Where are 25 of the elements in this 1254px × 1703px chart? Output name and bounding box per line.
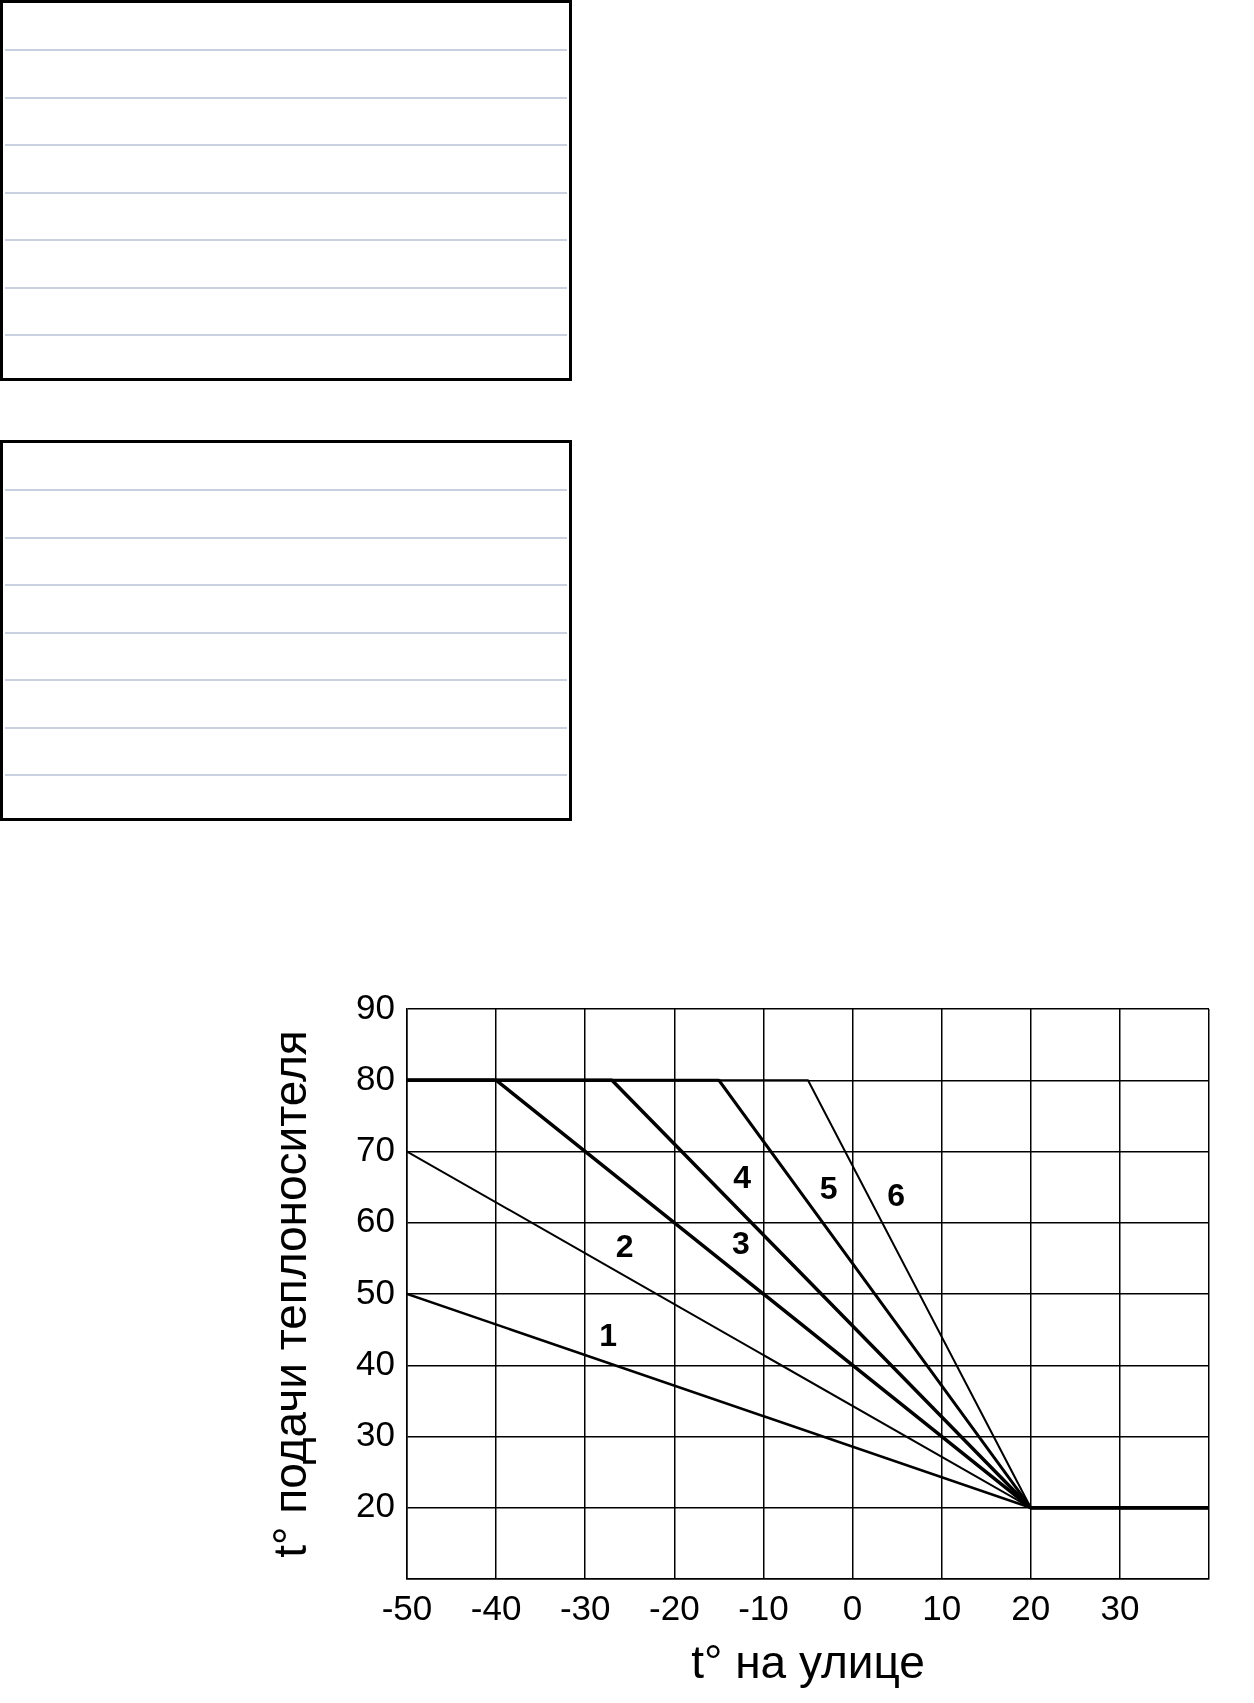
y-tick-label: 50 (356, 1271, 395, 1311)
x-tick-label: 30 (1100, 1587, 1140, 1627)
y-tick-label: 30 (356, 1414, 395, 1454)
series-label: 5 (819, 1169, 838, 1206)
series-label: 2 (615, 1228, 634, 1265)
x-tick-label: -50 (381, 1587, 433, 1627)
y-tick-label: 40 (356, 1342, 395, 1382)
series-label: 4 (733, 1158, 752, 1195)
y-tick-label: 20 (356, 1485, 395, 1525)
x-tick-label: -10 (738, 1587, 789, 1627)
y-tick-label: 90 (356, 986, 395, 1026)
x-tick-label: -30 (559, 1587, 611, 1627)
x-tick-label: 0 (842, 1587, 863, 1627)
y-axis-title: t° подачи теплоносителя (264, 1030, 317, 1558)
x-tick-label: -20 (649, 1587, 700, 1627)
y-tick-label: 60 (356, 1200, 395, 1240)
x-tick-label: 20 (1011, 1587, 1051, 1627)
x-tick-label: 10 (922, 1587, 962, 1627)
x-axis-title: t° на улице (691, 1636, 925, 1689)
y-tick-label: 80 (356, 1057, 395, 1097)
series-label: 6 (887, 1177, 906, 1214)
x-tick-label: -40 (470, 1587, 522, 1627)
series-label: 1 (599, 1317, 618, 1354)
series-label: 3 (732, 1225, 750, 1262)
y-tick-label: 70 (356, 1129, 395, 1169)
